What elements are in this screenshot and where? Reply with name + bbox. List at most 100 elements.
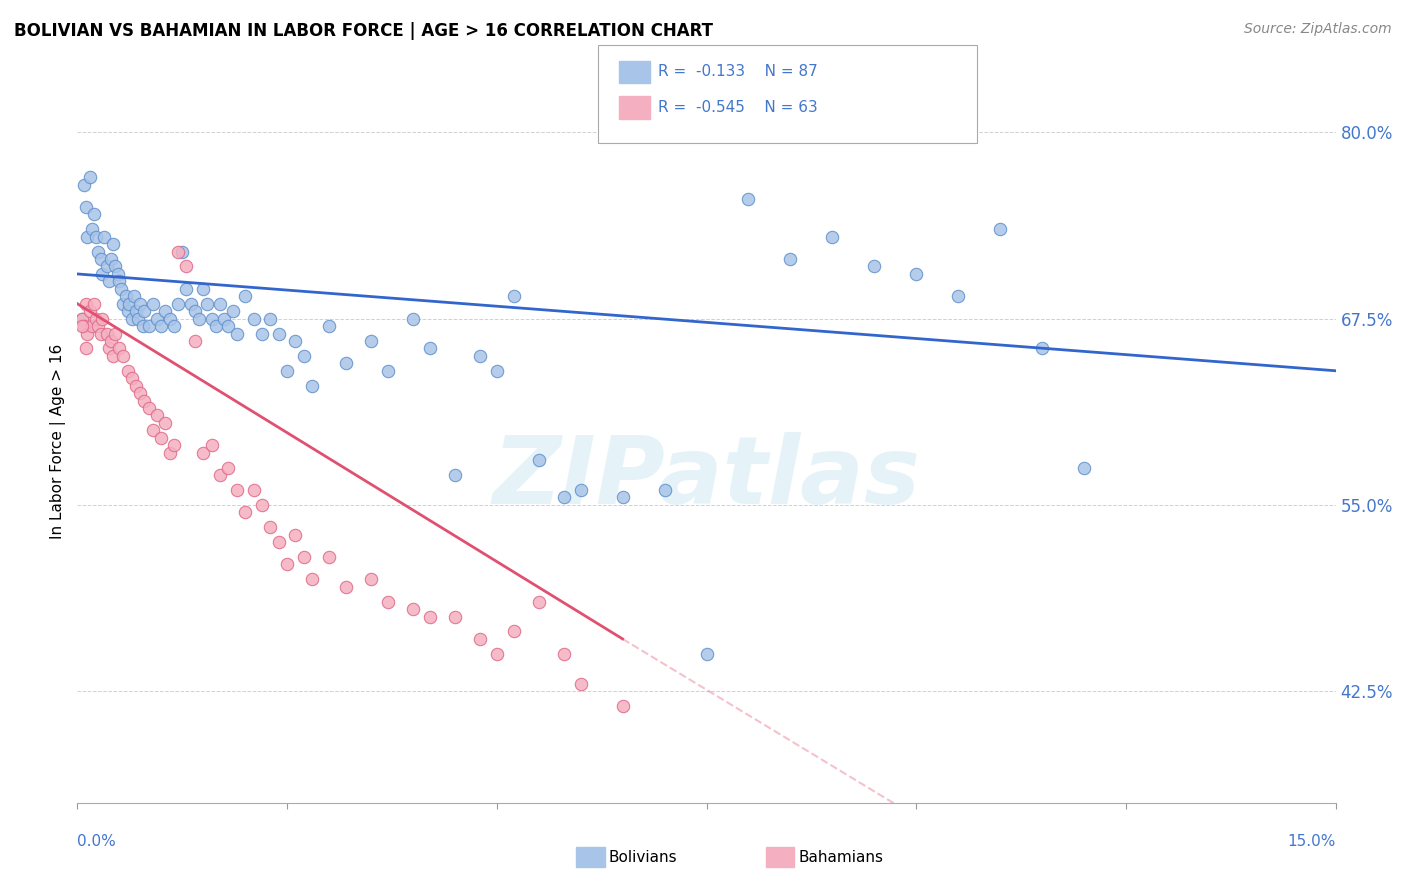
Point bbox=[301, 572, 323, 586]
Point bbox=[1031, 342, 1053, 356]
Point bbox=[167, 297, 190, 311]
Point bbox=[132, 319, 155, 334]
Point bbox=[318, 549, 340, 564]
Text: Bolivians: Bolivians bbox=[609, 850, 678, 864]
Point bbox=[82, 222, 104, 236]
Point bbox=[377, 595, 399, 609]
Y-axis label: In Labor Force | Age > 16: In Labor Force | Age > 16 bbox=[51, 344, 66, 539]
Point bbox=[75, 297, 97, 311]
Point bbox=[284, 527, 307, 541]
Point bbox=[146, 409, 169, 423]
Point bbox=[163, 319, 186, 334]
Point bbox=[96, 326, 118, 341]
Point bbox=[184, 334, 207, 348]
Point bbox=[301, 378, 323, 392]
Point bbox=[101, 349, 124, 363]
Point bbox=[83, 297, 105, 311]
Point bbox=[195, 297, 218, 311]
Point bbox=[180, 297, 202, 311]
Point bbox=[292, 349, 315, 363]
Point bbox=[104, 260, 127, 274]
Point bbox=[155, 416, 177, 430]
Point bbox=[142, 297, 165, 311]
Point bbox=[79, 170, 101, 185]
Text: R =  -0.545    N = 63: R = -0.545 N = 63 bbox=[658, 100, 818, 114]
Point bbox=[110, 282, 132, 296]
Point bbox=[419, 342, 441, 356]
Point bbox=[948, 289, 970, 303]
Point bbox=[134, 304, 156, 318]
Point bbox=[905, 267, 928, 281]
Point bbox=[569, 483, 592, 497]
Point bbox=[485, 364, 508, 378]
Text: ZIPatlas: ZIPatlas bbox=[492, 432, 921, 524]
Point bbox=[612, 491, 634, 505]
Point bbox=[377, 364, 399, 378]
Point bbox=[142, 423, 165, 437]
Point bbox=[90, 252, 112, 266]
Point bbox=[204, 319, 226, 334]
Point bbox=[70, 311, 93, 326]
Point bbox=[138, 319, 160, 334]
Point bbox=[121, 371, 143, 385]
Point bbox=[73, 178, 96, 192]
Point bbox=[75, 342, 97, 356]
Point bbox=[150, 319, 173, 334]
Point bbox=[73, 319, 96, 334]
Point bbox=[76, 229, 98, 244]
Point bbox=[208, 297, 231, 311]
Point bbox=[134, 393, 156, 408]
Point bbox=[115, 289, 138, 303]
Point bbox=[159, 446, 181, 460]
Point bbox=[1073, 460, 1095, 475]
Point bbox=[98, 274, 121, 288]
Point bbox=[217, 460, 239, 475]
Point bbox=[191, 446, 215, 460]
Point bbox=[527, 453, 550, 467]
Point bbox=[79, 304, 101, 318]
Point bbox=[163, 438, 186, 452]
Point bbox=[335, 356, 357, 370]
Point bbox=[988, 222, 1011, 236]
Point bbox=[84, 311, 107, 326]
Point bbox=[200, 311, 222, 326]
Point bbox=[117, 304, 139, 318]
Point bbox=[419, 609, 441, 624]
Point bbox=[233, 505, 256, 519]
Point bbox=[83, 207, 105, 221]
Point bbox=[188, 311, 211, 326]
Point bbox=[250, 498, 273, 512]
Point bbox=[212, 311, 235, 326]
Text: Bahamians: Bahamians bbox=[799, 850, 883, 864]
Point bbox=[863, 260, 886, 274]
Point bbox=[502, 624, 524, 639]
Point bbox=[90, 326, 112, 341]
Point bbox=[292, 549, 315, 564]
Point bbox=[176, 282, 198, 296]
Point bbox=[318, 319, 340, 334]
Text: Source: ZipAtlas.com: Source: ZipAtlas.com bbox=[1244, 22, 1392, 37]
Point bbox=[276, 364, 298, 378]
Point bbox=[84, 229, 107, 244]
Point bbox=[75, 200, 97, 214]
Point bbox=[553, 491, 575, 505]
Point bbox=[267, 326, 290, 341]
Point bbox=[121, 311, 143, 326]
Point bbox=[485, 647, 508, 661]
Point bbox=[108, 342, 131, 356]
Point bbox=[184, 304, 207, 318]
Point bbox=[654, 483, 676, 497]
Point bbox=[104, 326, 127, 341]
Point bbox=[402, 311, 425, 326]
Text: 0.0%: 0.0% bbox=[77, 834, 117, 849]
Point bbox=[360, 572, 382, 586]
Point bbox=[82, 319, 104, 334]
Point bbox=[117, 364, 139, 378]
Text: R =  -0.133    N = 87: R = -0.133 N = 87 bbox=[658, 64, 818, 78]
Point bbox=[118, 297, 141, 311]
Point bbox=[112, 297, 135, 311]
Point bbox=[93, 229, 115, 244]
Point bbox=[124, 289, 146, 303]
Point bbox=[402, 602, 425, 616]
Point bbox=[225, 326, 247, 341]
